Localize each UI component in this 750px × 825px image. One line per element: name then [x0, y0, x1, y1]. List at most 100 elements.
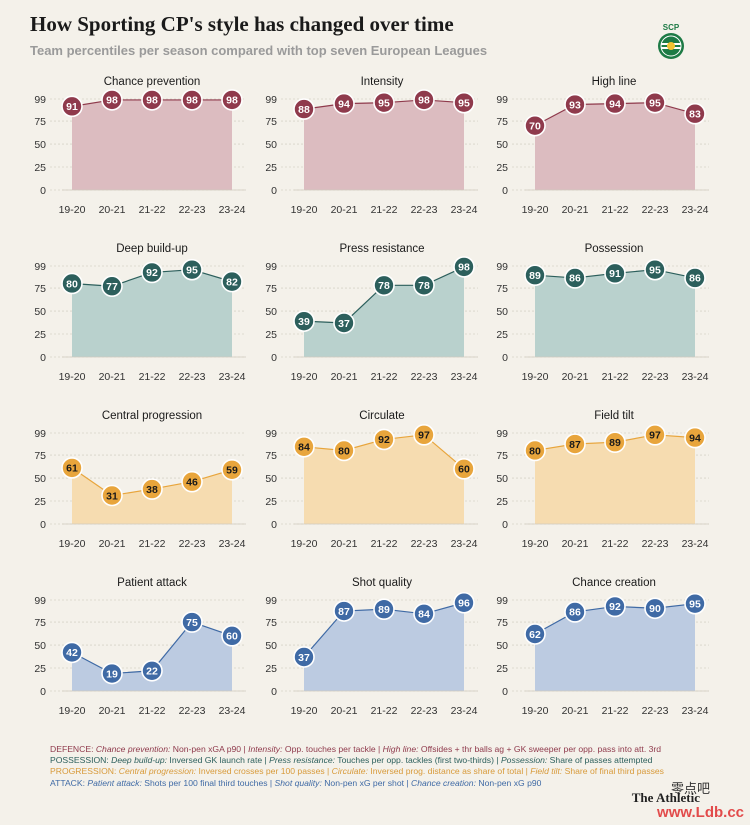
area-fill — [72, 99, 232, 190]
y-tick-label: 50 — [265, 139, 277, 151]
x-tick-label: 23-24 — [682, 538, 709, 550]
data-label: 70 — [529, 120, 541, 132]
y-tick-label: 0 — [40, 185, 46, 197]
data-point — [101, 662, 123, 685]
chart-title: Press resistance — [339, 243, 424, 255]
x-tick-label: 22-23 — [642, 371, 669, 383]
data-point — [221, 89, 243, 111]
data-label: 98 — [106, 95, 118, 107]
data-point — [293, 98, 315, 120]
x-tick-label: 20-21 — [331, 705, 358, 717]
data-point — [644, 597, 666, 620]
y-tick-label: 50 — [34, 640, 46, 652]
data-label: 82 — [226, 276, 238, 288]
footer-desc: Non-pen xG p90 — [475, 777, 542, 788]
data-point — [413, 274, 435, 297]
data-point — [453, 91, 475, 114]
x-tick-label: 23-24 — [219, 705, 246, 717]
data-label: 37 — [338, 318, 350, 330]
footer-metric: Deep build-up: — [111, 755, 168, 766]
y-tick-label: 75 — [496, 116, 508, 128]
data-point — [221, 458, 243, 481]
data-point — [141, 659, 163, 682]
data-point — [644, 258, 666, 281]
athletic-logo: The Athletic — [631, 790, 700, 805]
data-point — [564, 267, 586, 289]
y-tick-label: 50 — [496, 640, 508, 652]
y-tick-label: 0 — [271, 519, 277, 531]
x-tick-label: 20-21 — [331, 538, 358, 550]
data-label: 84 — [418, 609, 430, 621]
data-label: 96 — [458, 598, 470, 610]
y-tick-label: 50 — [265, 306, 277, 318]
footer-group: ATTACK: — [50, 777, 88, 788]
chart-high-line: High line 0 25 50 75 99 70 93 94 95 83 19-20 20-21 21… — [496, 76, 709, 216]
data-label: 60 — [458, 464, 470, 476]
x-tick-label: 19-20 — [522, 538, 549, 550]
x-tick-label: 21-22 — [371, 705, 398, 717]
data-point — [684, 102, 706, 125]
y-tick-label: 50 — [265, 640, 277, 652]
data-point — [101, 484, 123, 507]
data-point — [293, 310, 315, 332]
data-point — [333, 600, 355, 622]
chart-deep-build-up: Deep build-up 0 25 50 75 99 80 77 92 95 82 19-20 20-… — [34, 243, 246, 383]
footer-desc: Shots per 100 final third touches | — [141, 777, 275, 788]
data-point — [524, 623, 546, 645]
data-point — [604, 92, 626, 115]
y-tick-label: 25 — [265, 663, 277, 675]
page-title: How Sporting CP's style has changed over… — [30, 12, 454, 36]
x-tick-label: 21-22 — [602, 204, 629, 216]
data-point — [684, 426, 706, 449]
area-fill — [535, 102, 695, 190]
data-label: 61 — [66, 463, 78, 475]
data-label: 94 — [689, 432, 701, 444]
data-point — [181, 611, 203, 633]
chart-field-tilt: Field tilt 0 25 50 75 99 80 87 89 97 94 19-20 20-21 2… — [496, 410, 709, 550]
watermark-site: www.Ldb.cc — [657, 804, 744, 821]
x-tick-label: 23-24 — [682, 705, 709, 717]
data-label: 94 — [609, 98, 621, 110]
y-tick-label: 99 — [496, 428, 508, 440]
data-label: 87 — [338, 606, 350, 618]
y-tick-label: 25 — [496, 329, 508, 341]
data-point — [413, 89, 435, 111]
data-label: 92 — [609, 601, 621, 613]
data-label: 95 — [649, 264, 661, 276]
x-tick-label: 20-21 — [99, 538, 126, 550]
data-label: 22 — [146, 666, 158, 678]
footer-desc: Opp. touches per tackle | — [282, 744, 383, 754]
y-tick-label: 0 — [502, 519, 508, 531]
x-tick-label: 23-24 — [219, 371, 246, 383]
y-tick-label: 0 — [271, 185, 277, 197]
x-tick-label: 19-20 — [291, 705, 318, 717]
footer-desc: Inversed prog. distance as share of tota… — [367, 766, 531, 777]
footer-group: PROGRESSION: — [50, 766, 119, 777]
x-tick-label: 21-22 — [139, 371, 166, 383]
data-point — [101, 275, 123, 298]
y-tick-label: 25 — [34, 329, 46, 341]
data-label: 37 — [298, 652, 310, 664]
footer-metric: Intensity: — [248, 744, 283, 754]
data-label: 93 — [569, 99, 581, 111]
data-point — [453, 458, 475, 480]
x-tick-label: 21-22 — [139, 538, 166, 550]
y-tick-label: 0 — [502, 686, 508, 698]
y-tick-label: 75 — [34, 450, 46, 462]
data-label: 83 — [689, 109, 701, 121]
data-point — [373, 598, 395, 620]
chart-intensity: Intensity 0 25 50 75 99 88 94 95 98 95 19-20 20-21 21… — [265, 76, 478, 216]
x-tick-label: 19-20 — [291, 204, 318, 216]
data-point — [61, 272, 83, 295]
data-label: 31 — [106, 490, 118, 502]
x-tick-label: 22-23 — [411, 204, 438, 216]
x-tick-label: 20-21 — [99, 371, 126, 383]
footer-metric: Field tilt: — [530, 766, 563, 777]
footer-metric: Chance prevention: — [95, 744, 171, 754]
data-point — [684, 267, 706, 289]
x-tick-label: 21-22 — [139, 204, 166, 216]
data-label: 90 — [649, 603, 661, 615]
y-tick-label: 75 — [496, 283, 508, 295]
y-tick-label: 25 — [496, 162, 508, 174]
y-tick-label: 50 — [496, 139, 508, 151]
